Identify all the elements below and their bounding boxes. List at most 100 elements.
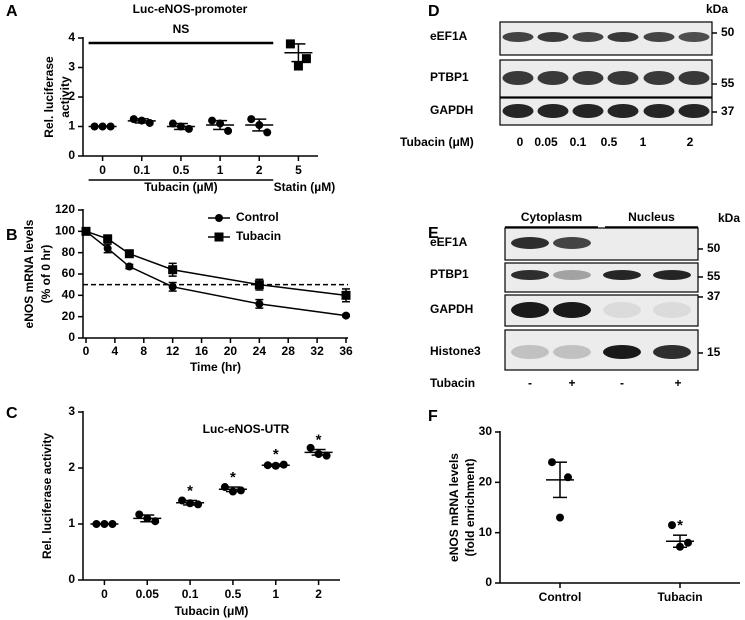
marker-circle [306, 443, 315, 452]
legend-label: Control [236, 210, 279, 224]
significance-star: * [187, 482, 193, 499]
row-label: PTBP1 [430, 267, 469, 281]
marker-circle [247, 115, 256, 124]
marker-circle [684, 538, 692, 547]
x-tick-label: Tubacin [657, 590, 702, 604]
band [653, 345, 691, 359]
y-tick-label: 80 [62, 245, 76, 259]
marker-circle [263, 128, 272, 137]
band [643, 71, 675, 85]
band [653, 270, 691, 280]
lane-label: 2 [687, 135, 694, 149]
y-tick-label: 1 [68, 119, 75, 133]
marker-circle [168, 282, 177, 291]
lane-label: - [528, 376, 532, 390]
marker-square [293, 61, 303, 71]
y-tick-label: 2 [68, 89, 75, 103]
x-tick-label: Control [539, 590, 582, 604]
x-tick-label: 12 [166, 344, 180, 358]
marker-circle [548, 458, 556, 467]
x-tick-label: 0 [101, 587, 108, 601]
band [643, 104, 675, 118]
legend-square [214, 232, 224, 242]
marker-circle [135, 510, 144, 519]
y-axis-label: activity [58, 76, 72, 118]
band [572, 104, 604, 118]
kda-label: kDa [718, 211, 740, 225]
fraction-label: Nucleus [628, 210, 675, 224]
band [511, 345, 549, 359]
row-label: GAPDH [430, 302, 473, 316]
band [511, 302, 549, 318]
x-tick-label: 2 [256, 163, 263, 177]
band [537, 71, 569, 85]
y-tick-label: 0 [68, 148, 75, 162]
marker-circle [103, 244, 112, 253]
band [502, 71, 534, 85]
y-tick-label: 1 [68, 516, 75, 530]
legend-marker [214, 232, 224, 242]
row-label: GAPDH [430, 103, 473, 117]
size-marker: 50 [707, 241, 721, 255]
marker-circle [151, 517, 160, 526]
panel-letter: E [428, 225, 439, 242]
band [607, 104, 639, 118]
marker-circle [168, 119, 177, 128]
x-tick-label: 0.1 [133, 163, 150, 177]
blot-frame [499, 59, 713, 98]
x-tick-label: 2 [315, 587, 322, 601]
ns-label: NS [173, 22, 190, 36]
marker-square [301, 54, 311, 64]
blot-frame [499, 21, 713, 56]
x-tick-label: 0.05 [136, 587, 160, 601]
marker-circle [342, 311, 350, 320]
x-axis-label: Time (hr) [190, 360, 241, 374]
marker-square [285, 39, 295, 49]
panel-letter: F [428, 408, 438, 425]
size-marker: 55 [707, 269, 721, 283]
y-tick-label: 100 [55, 224, 75, 238]
band [537, 104, 569, 118]
kda-label: kDa [706, 2, 728, 16]
marker-square [341, 290, 351, 300]
y-axis-label: (fold enrichment) [463, 458, 477, 556]
band [511, 237, 549, 249]
y-tick-label: 4 [68, 30, 75, 44]
size-marker: 37 [707, 289, 721, 303]
blot-frame [499, 97, 713, 126]
band [553, 270, 591, 280]
group-label: Statin (µM) [274, 180, 336, 194]
lane-label: + [674, 376, 681, 390]
band [653, 302, 691, 318]
y-tick-label: 3 [68, 60, 75, 74]
band [603, 345, 641, 359]
legend-marker [215, 214, 223, 222]
x-tick-label: 0.1 [182, 587, 199, 601]
lane-label: 0.5 [601, 135, 618, 149]
x-axis-label: Tubacin (μM) [175, 604, 249, 618]
size-marker: 37 [721, 104, 735, 118]
y-tick-label: 20 [62, 309, 76, 323]
chart-title: Luc-eNOS-promoter [133, 2, 248, 16]
y-tick-label: 30 [479, 424, 493, 438]
x-tick-label: 16 [195, 344, 209, 358]
marker-square [103, 234, 113, 244]
y-tick-label: 10 [479, 525, 493, 539]
marker-circle [224, 126, 233, 135]
band [502, 104, 534, 118]
lane-label: 1 [640, 135, 647, 149]
y-axis-label: (% of 0 hr) [39, 245, 53, 304]
x-tick-label: 5 [295, 163, 302, 177]
x-tick-label: 24 [253, 344, 267, 358]
panel-letter: C [6, 405, 18, 422]
fraction-label: Cytoplasm [521, 210, 582, 224]
x-tick-label: 1 [217, 163, 224, 177]
x-tick-label: 0 [83, 344, 90, 358]
chart-title: Luc-eNOS-UTR [203, 422, 290, 436]
x-tick-label: 36 [339, 344, 353, 358]
band [511, 270, 549, 280]
band [678, 32, 710, 42]
